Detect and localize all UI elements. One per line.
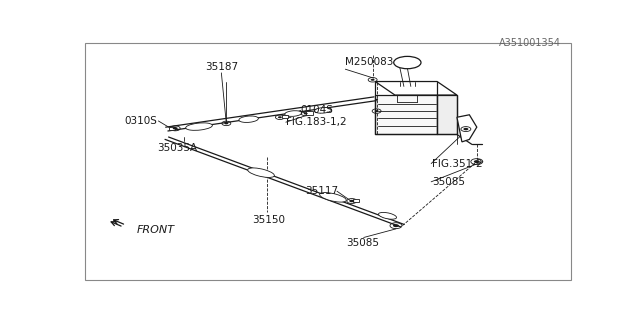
Text: FRONT: FRONT (137, 225, 175, 235)
Ellipse shape (239, 116, 259, 123)
Text: M250083: M250083 (346, 58, 394, 68)
Bar (168, 127, 175, 130)
Circle shape (371, 79, 374, 81)
Ellipse shape (248, 168, 275, 178)
Ellipse shape (378, 212, 397, 219)
Circle shape (463, 128, 468, 130)
Bar (307, 111, 313, 115)
Ellipse shape (319, 193, 346, 202)
Ellipse shape (186, 123, 212, 130)
Circle shape (173, 127, 178, 130)
Text: 35085: 35085 (432, 177, 465, 187)
Circle shape (393, 224, 399, 227)
Bar (282, 115, 288, 118)
Text: 0310S: 0310S (124, 116, 157, 126)
Ellipse shape (394, 56, 421, 69)
Circle shape (225, 123, 228, 124)
Circle shape (278, 116, 282, 118)
Ellipse shape (314, 108, 332, 113)
Polygon shape (457, 115, 477, 142)
Circle shape (474, 160, 480, 163)
Text: 35085: 35085 (346, 238, 380, 248)
Circle shape (349, 200, 355, 202)
Polygon shape (375, 82, 457, 95)
Polygon shape (375, 95, 437, 134)
Polygon shape (437, 95, 457, 134)
Text: 0104S: 0104S (301, 105, 333, 115)
Text: 35187: 35187 (205, 62, 238, 72)
Text: FIG.351-2: FIG.351-2 (432, 159, 483, 169)
Bar (353, 199, 359, 202)
Text: 35035A: 35035A (157, 143, 197, 153)
Text: 35117: 35117 (305, 186, 338, 196)
Text: FIG.183-1,2: FIG.183-1,2 (286, 117, 346, 127)
Text: 35150: 35150 (252, 215, 285, 225)
Circle shape (304, 113, 308, 115)
Ellipse shape (285, 111, 302, 116)
Text: A351001354: A351001354 (499, 38, 561, 48)
Circle shape (374, 110, 379, 112)
